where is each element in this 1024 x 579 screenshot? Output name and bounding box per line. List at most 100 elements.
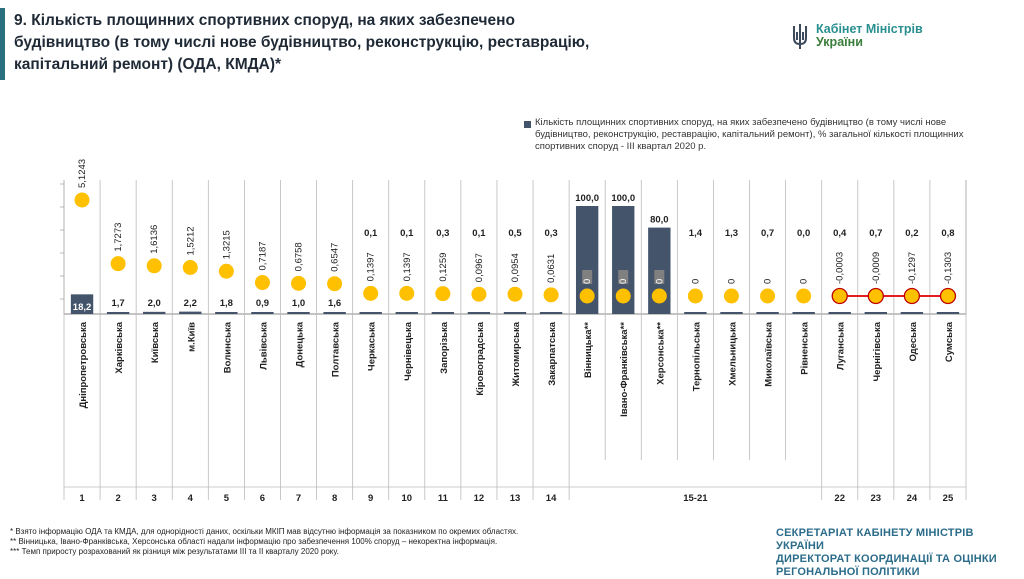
dot-label: 0: [799, 279, 810, 284]
rank-label: 14: [546, 493, 557, 504]
category-label: Чернігівська: [872, 321, 883, 381]
bar-label: 1,7: [112, 298, 125, 309]
dot: [182, 260, 198, 276]
category-label: Харківська: [114, 321, 125, 373]
bar: [575, 206, 599, 314]
rank-label: 23: [871, 493, 882, 504]
logo-line2: України: [816, 35, 863, 49]
bar-label: 0,1: [364, 228, 378, 239]
dot-label: 0: [582, 279, 593, 284]
rank-label: 2: [115, 493, 120, 504]
bar: [179, 311, 202, 314]
dot-label: 0: [690, 279, 701, 284]
footnote-3: *** Темп приросту розрахований як різниц…: [10, 547, 339, 556]
dot-label: 0: [726, 279, 737, 284]
bar: [323, 312, 346, 314]
dot-label: 0: [618, 279, 629, 284]
footnote-1: * Взято інформацію ОДА та КМДА, для одно…: [10, 527, 519, 536]
bar-label: 0,3: [436, 228, 449, 239]
category-label: Чернівецька: [403, 321, 414, 381]
secretariat-line2: ДИРЕКТОРАТ КООРДИНАЦІЇ ТА ОЦІНКИ: [776, 553, 997, 565]
page-title: 9. Кількість площинних спортивних споруд…: [14, 12, 590, 73]
bar-label: 1,6: [328, 298, 341, 309]
dot: [687, 288, 703, 304]
bar-label: 100,0: [575, 193, 599, 204]
dot-label-box: [582, 270, 593, 284]
dot-label: 1,7273: [113, 223, 124, 252]
trident-icon: [793, 24, 807, 49]
dot: [723, 288, 739, 304]
category-label: Донецька: [295, 321, 306, 367]
rank-label: 9: [368, 493, 373, 504]
dot-label: 0: [654, 279, 665, 284]
dot: [903, 287, 921, 305]
dot: [291, 275, 307, 291]
rank-label: 24: [907, 493, 918, 504]
rank-label: 6: [260, 493, 265, 504]
bar-label: 2,2: [184, 298, 197, 309]
bar-label: 80,0: [650, 215, 669, 226]
dot: [760, 288, 776, 304]
category-label: Закарпатська: [547, 321, 558, 386]
bar: [143, 311, 166, 314]
secretariat-line1: СЕКРЕТАРІАТ КАБІНЕТУ МІНІСТРІВ УКРАЇНИ: [776, 527, 974, 552]
dot: [579, 288, 595, 304]
dot-label: 0,0631: [546, 254, 557, 283]
bar: [828, 312, 851, 314]
category-label: Одеська: [908, 321, 919, 361]
rank-label: 4: [188, 493, 194, 504]
category-label: Полтавська: [331, 321, 342, 377]
bar: [900, 312, 924, 314]
dot-label: 0,1397: [402, 252, 413, 281]
bar-label: 100,0: [611, 193, 635, 204]
bar: [215, 312, 238, 314]
cabinet-logo: Кабінет Міністрів України: [790, 22, 923, 50]
dot-label: -0,0003: [835, 252, 846, 284]
category-label: Херсонська**: [655, 322, 666, 385]
dot-label-box: [654, 270, 665, 284]
dot-label: 0: [763, 279, 774, 284]
bar: [612, 206, 635, 314]
bar-label: 0,5: [508, 228, 522, 239]
dot: [399, 285, 415, 301]
secretariat-line3: РЕГОНАЛЬНОЇ ПОЛІТИКИ: [776, 566, 920, 578]
rank-label: 5: [224, 493, 230, 504]
dot-label: -0,1303: [943, 252, 954, 284]
bar: [792, 312, 815, 314]
category-label: Миколаївська: [764, 321, 775, 386]
bar-label: 1,4: [689, 228, 703, 239]
chart-legend: Кількість площинних спортивних споруд, н…: [524, 117, 984, 153]
category-label: Львівська: [258, 321, 269, 369]
category-label: Дніпропетровська: [78, 321, 89, 408]
dot: [867, 287, 884, 305]
bar-label: 0,3: [544, 228, 557, 239]
bar: [359, 312, 382, 314]
dot-label: 1,3215: [221, 230, 232, 259]
dot-label: 0,7187: [257, 241, 268, 270]
dot: [796, 288, 812, 304]
rank-label: 22: [834, 493, 845, 504]
footnotes: * Взято інформацію ОДА та КМДА, для одно…: [10, 527, 518, 557]
bar: [106, 312, 130, 314]
dot: [507, 286, 523, 302]
category-label: Черкаська: [367, 321, 378, 371]
bar-label: 0,8: [941, 228, 954, 239]
category-label: м.Київ: [186, 322, 197, 352]
bar: [70, 294, 94, 314]
dot: [615, 288, 631, 304]
dot: [543, 287, 559, 303]
bar: [395, 312, 418, 314]
dot: [363, 285, 379, 301]
bar: [431, 312, 455, 314]
dot-label: 5,1243: [77, 159, 88, 188]
dot-label: -0,1297: [907, 252, 918, 284]
dot: [254, 275, 270, 291]
dot: [939, 287, 957, 305]
category-label: Київська: [150, 321, 161, 363]
bar: [539, 312, 563, 314]
rank-label: 1: [79, 493, 85, 504]
bar-label: 0,2: [905, 228, 918, 239]
rank-label: 3: [152, 493, 157, 504]
bar-label: 0,9: [256, 298, 269, 309]
bar-label: 0,7: [869, 228, 882, 239]
